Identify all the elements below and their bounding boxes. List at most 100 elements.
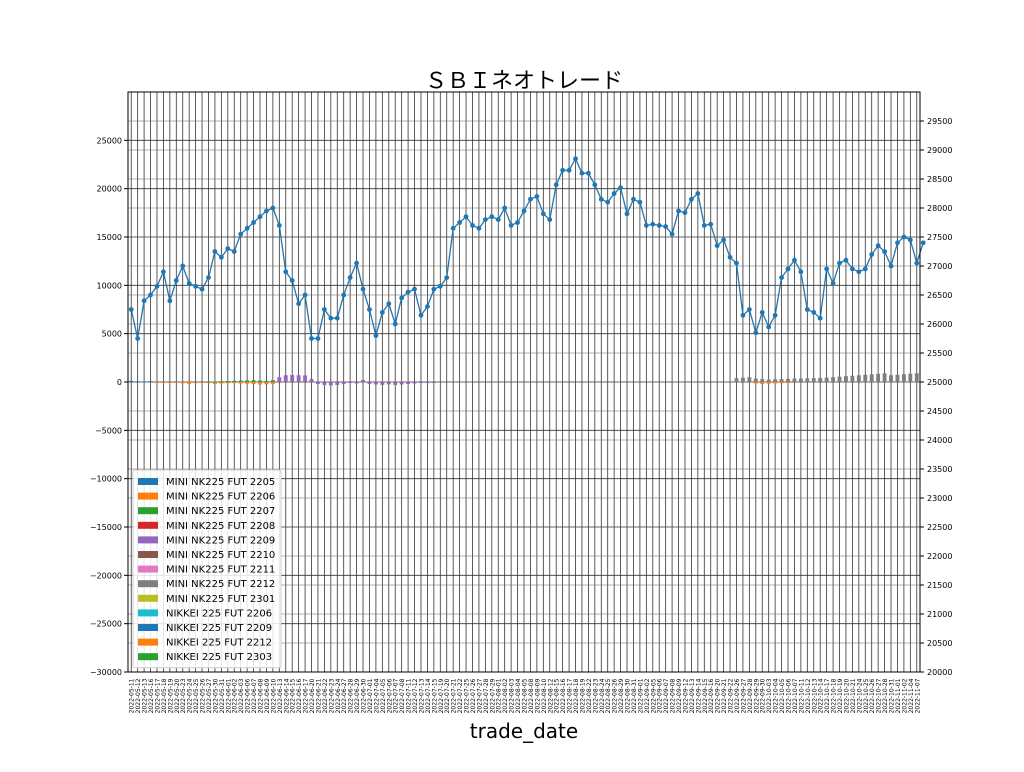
bar-series-7-109: [831, 377, 836, 382]
price-point-79: [637, 199, 643, 205]
bar-series-7-95: [740, 377, 745, 382]
x-tick-label: 2022-10-24: [856, 678, 863, 713]
y-tick-label: 5000: [102, 330, 122, 339]
y2-tick-label: 22500: [927, 523, 952, 532]
x-tick-label: 2022-07-25: [464, 678, 471, 713]
x-tick-label: 2022-10-04: [773, 678, 780, 713]
bar-series-2-19: [251, 380, 256, 382]
bar-series-4-46: [425, 382, 430, 383]
price-point-40: [386, 301, 392, 307]
price-point-3: [148, 292, 153, 298]
y-tick-label: −15000: [90, 523, 122, 532]
price-point-117: [882, 249, 887, 254]
y2-tick-label: 26500: [927, 291, 952, 300]
x-tick-label: 2022-05-12: [135, 678, 142, 713]
bar-series-7-97: [753, 378, 758, 382]
bar-series-1-8: [180, 382, 185, 384]
bar-series-4-44: [412, 382, 417, 384]
price-point-88: [695, 191, 701, 196]
price-point-107: [817, 315, 823, 321]
legend-swatch: [138, 521, 158, 529]
legend-label: MINI NK225 FUT 2212: [166, 579, 275, 590]
y2-tick-label: 20500: [927, 639, 952, 648]
x-tick-label: 2022-06-29: [354, 678, 361, 713]
price-point-74: [605, 199, 611, 205]
bar-series-2-22: [270, 381, 275, 383]
price-point-67: [560, 167, 566, 173]
legend-swatch: [138, 478, 158, 485]
x-tick-label: 2022-10-20: [843, 678, 850, 713]
x-tick-label: 2022-06-22: [322, 678, 329, 713]
price-point-5: [161, 269, 166, 275]
x-tick-label: 2022-09-13: [689, 678, 696, 713]
price-point-92: [721, 237, 727, 243]
price-point-59: [508, 223, 514, 228]
x-tick-label: 2022-08-16: [560, 678, 567, 713]
bar-series-4-41: [393, 382, 398, 385]
bar-series-1-19: [251, 382, 256, 385]
x-tick-label: 2022-11-02: [901, 678, 908, 713]
bar-series-4-43: [406, 382, 411, 384]
price-point-89: [701, 223, 707, 228]
x-tick-label: 2022-06-28: [348, 678, 355, 713]
price-point-109: [830, 281, 836, 286]
x-tick-label: 2022-07-19: [438, 678, 445, 713]
bar-series-1-22: [270, 382, 275, 384]
x-tick-label: 2022-06-17: [303, 678, 310, 713]
price-point-24: [283, 269, 289, 275]
price-point-54: [476, 225, 482, 231]
price-point-111: [843, 257, 849, 263]
y2-tick-label: 27500: [927, 233, 952, 242]
bar-series-4-36: [361, 380, 365, 382]
bar-series-7-96: [747, 377, 752, 382]
bar-series-7-118: [889, 375, 893, 382]
price-point-106: [811, 310, 817, 315]
bar-series-7-119: [895, 374, 900, 382]
price-point-16: [231, 249, 237, 254]
x-tick-label: 2022-06-07: [251, 678, 258, 713]
bar-series-2-12: [206, 381, 211, 383]
bar-series-7-121: [908, 373, 913, 382]
bar-series-7-108: [824, 377, 829, 382]
x-tick-label: 2022-09-29: [753, 678, 760, 713]
x-tick-label: 2022-07-21: [451, 678, 458, 713]
y2-tick-label: 23500: [927, 465, 952, 474]
x-tick-label: 2022-06-20: [309, 678, 316, 713]
bar-series-7-112: [850, 375, 855, 382]
x-tick-label: 2022-08-15: [554, 678, 561, 713]
price-point-43: [405, 289, 411, 295]
price-point-91: [714, 243, 720, 249]
price-point-34: [347, 275, 353, 280]
price-point-81: [650, 221, 656, 227]
price-point-70: [579, 170, 585, 176]
x-tick-label: 2022-08-24: [599, 678, 606, 713]
x-tick-label: 2022-06-14: [283, 678, 290, 713]
bar-series-7-99: [766, 379, 771, 382]
bar-series-4-32: [335, 382, 340, 385]
price-point-45: [418, 312, 424, 318]
price-point-94: [734, 260, 739, 266]
price-point-116: [875, 243, 881, 249]
x-tick-label: 2022-08-26: [612, 678, 619, 713]
bar-series-0-2: [142, 381, 147, 383]
price-point-121: [907, 237, 913, 243]
bar-series-4-23: [277, 377, 282, 382]
bar-series-2-14: [219, 381, 224, 383]
bar-series-4-26: [296, 375, 301, 382]
bar-series-7-107: [818, 377, 823, 382]
x-tick-label: 2022-06-09: [264, 678, 271, 713]
x-tick-label: 2022-06-03: [238, 678, 245, 713]
price-point-52: [463, 214, 469, 220]
price-point-22: [270, 205, 276, 211]
legend-label: MINI NK225 FUT 2207: [166, 506, 275, 517]
x-tick-label: 2022-07-28: [483, 678, 490, 713]
bar-series-1-14: [219, 382, 224, 384]
price-point-98: [759, 310, 765, 315]
x-tick-label: 2022-07-26: [470, 678, 477, 713]
x-tick-label: 2022-07-14: [425, 678, 432, 713]
y2-tick-label: 21500: [927, 581, 952, 590]
x-tick-label: 2022-10-07: [792, 678, 799, 713]
x-tick-label: 2022-06-01: [225, 678, 232, 713]
bar-series: [129, 373, 919, 386]
x-tick-label: 2022-09-28: [747, 678, 754, 713]
